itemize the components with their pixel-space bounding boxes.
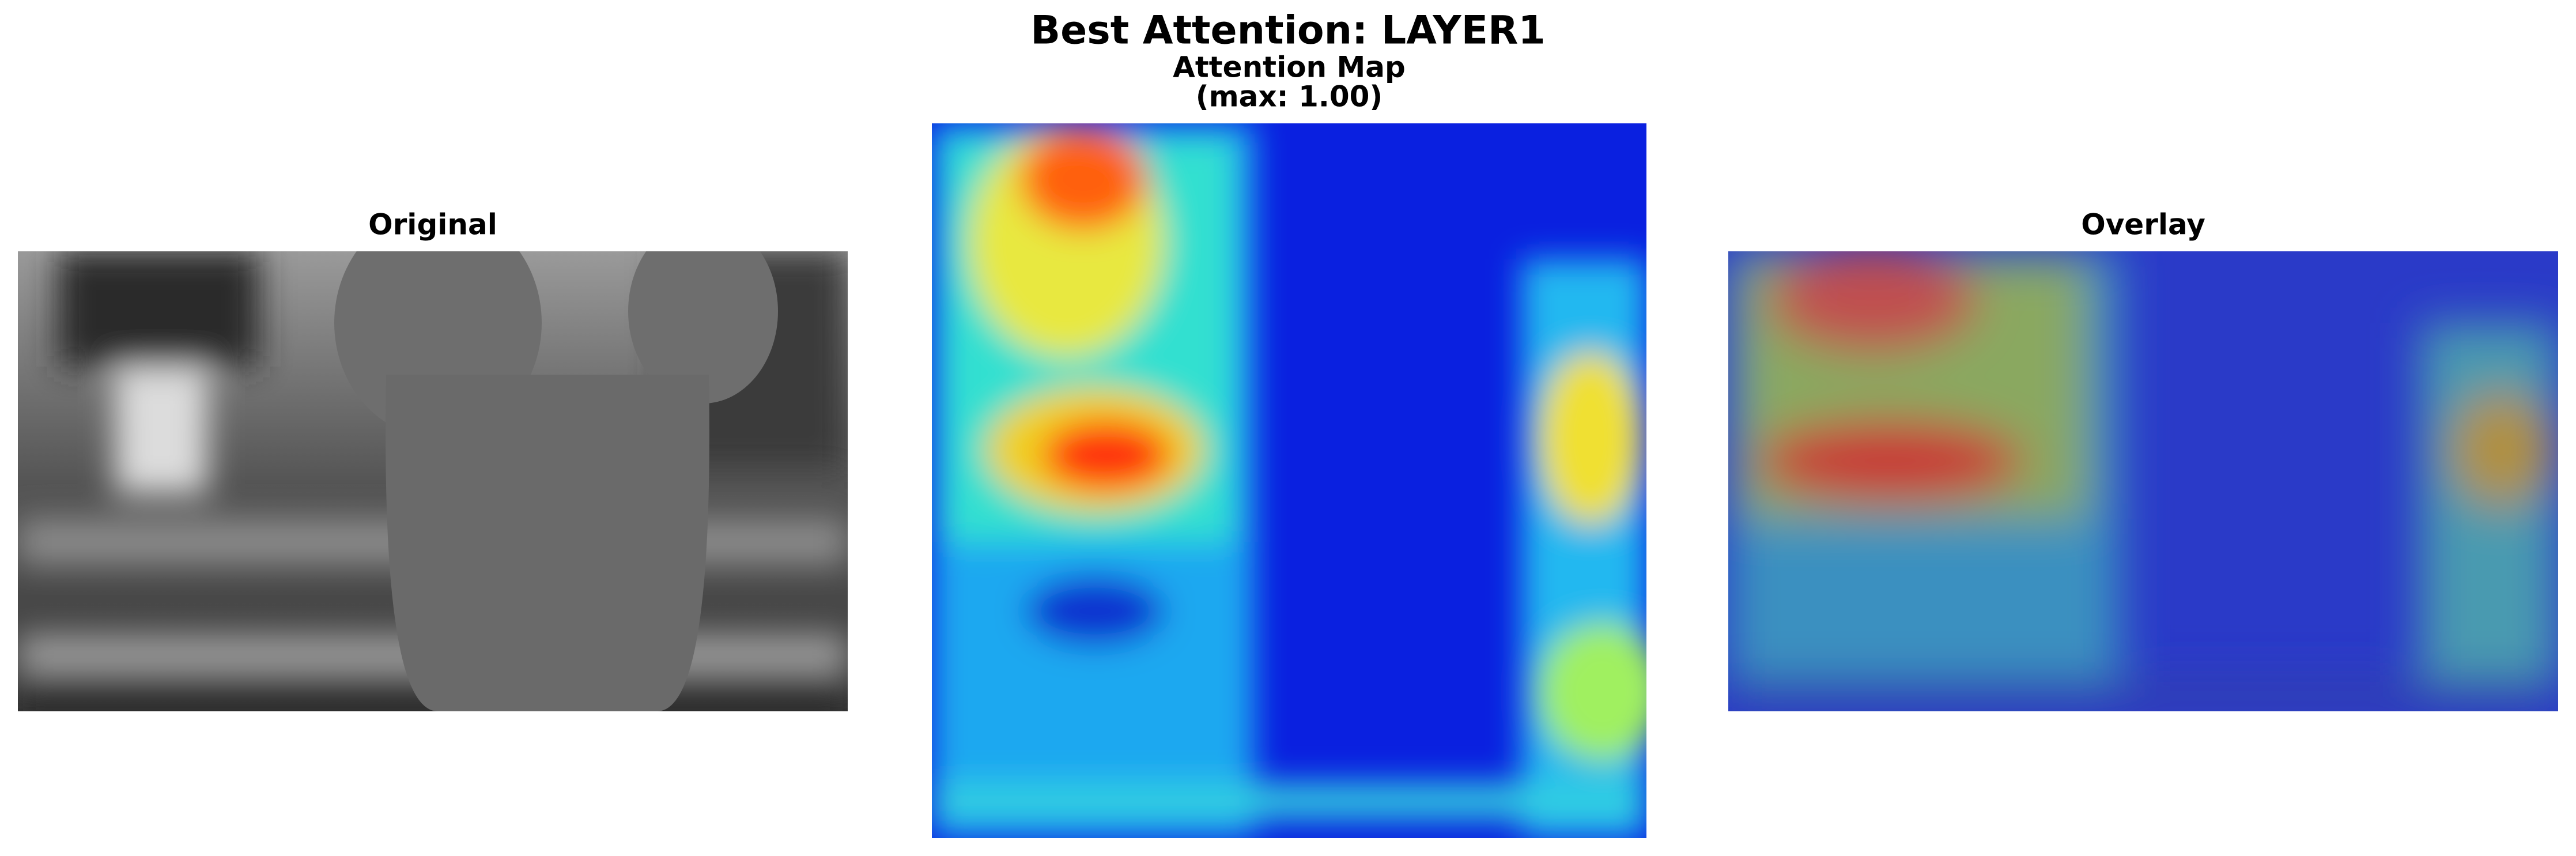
attention-map [932, 123, 1646, 838]
panel-title: Overlay [2081, 208, 2205, 242]
panel-subtitle: (max: 1.00) [1196, 80, 1383, 114]
panel-title: Attention Map [1173, 51, 1406, 84]
panel-title: Original [368, 208, 497, 242]
figure-title: Best Attention: LAYER1 [1030, 8, 1545, 54]
overlay-image [1728, 251, 2558, 711]
original-image [18, 251, 848, 711]
